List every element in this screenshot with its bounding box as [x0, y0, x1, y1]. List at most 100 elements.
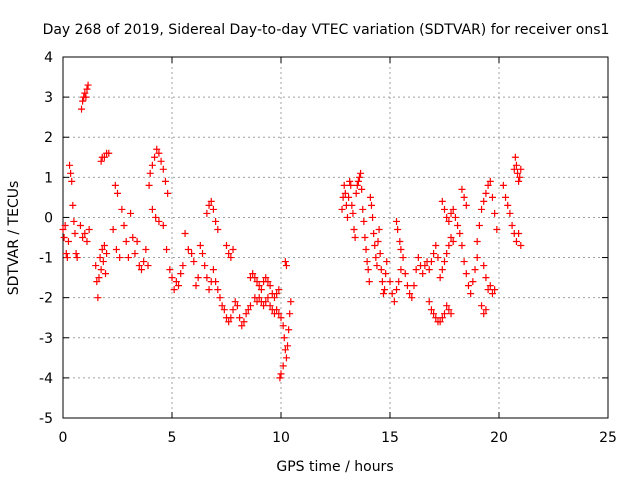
data-point: [214, 225, 222, 233]
data-point: [212, 278, 220, 286]
data-point: [260, 302, 268, 310]
data-point: [443, 302, 451, 310]
data-point: [79, 234, 87, 241]
data-point: [203, 274, 211, 282]
data-point: [135, 262, 143, 270]
data-point: [401, 270, 409, 278]
data-point: [227, 254, 235, 262]
data-point: [458, 185, 466, 193]
data-point: [434, 254, 442, 262]
data-point: [484, 286, 492, 294]
data-point: [504, 201, 512, 209]
data-point: [378, 278, 386, 286]
data-point: [273, 290, 281, 298]
data-point: [157, 157, 165, 165]
data-point: [412, 266, 420, 274]
data-point: [96, 254, 104, 262]
data-point: [281, 346, 289, 354]
data-point: [79, 97, 87, 105]
data-point: [369, 213, 377, 221]
data-point: [484, 181, 492, 189]
x-tick-label: 20: [490, 430, 508, 446]
data-point: [367, 201, 375, 209]
data-point: [207, 197, 215, 205]
data-point: [61, 221, 69, 229]
data-point: [462, 201, 470, 209]
data-point: [480, 197, 488, 205]
data-point: [430, 310, 438, 318]
data-point: [216, 294, 224, 302]
data-point: [371, 242, 379, 250]
data-point: [482, 306, 490, 314]
data-point: [94, 294, 102, 302]
data-point: [63, 254, 71, 262]
data-point: [175, 282, 183, 290]
data-point: [229, 306, 237, 314]
data-point: [84, 81, 92, 89]
data-point: [142, 246, 150, 254]
data-point: [196, 242, 204, 250]
data-point: [374, 238, 382, 246]
data-point: [62, 250, 70, 258]
x-tick-label: 15: [381, 430, 399, 446]
data-point: [377, 266, 385, 274]
data-point: [343, 213, 351, 221]
data-point: [488, 193, 496, 201]
data-point: [255, 294, 263, 302]
data-point: [447, 209, 455, 217]
data-point: [282, 262, 290, 270]
data-point: [116, 254, 124, 262]
data-point: [480, 262, 488, 270]
data-point: [491, 286, 499, 294]
data-point: [508, 221, 516, 229]
data-point: [462, 270, 470, 278]
data-point: [364, 266, 372, 274]
data-point: [264, 294, 272, 302]
data-point: [151, 153, 159, 161]
data-point: [486, 282, 494, 290]
y-tick-label: -1: [39, 251, 53, 267]
data-point: [406, 290, 414, 298]
data-point: [172, 278, 180, 286]
data-points: [59, 81, 525, 382]
data-point: [430, 250, 438, 258]
data-point: [393, 217, 401, 225]
data-point: [441, 205, 448, 213]
data-point: [370, 229, 378, 237]
data-point: [345, 193, 353, 201]
data-point: [98, 246, 106, 254]
data-point: [449, 205, 457, 213]
data-point: [223, 242, 230, 250]
data-point: [218, 302, 226, 310]
data-point: [360, 217, 368, 225]
data-point: [60, 234, 68, 241]
data-point: [376, 250, 384, 258]
data-point: [70, 217, 78, 225]
data-point: [179, 262, 187, 270]
data-point: [229, 246, 237, 254]
data-point: [203, 209, 211, 217]
data-point: [148, 205, 156, 213]
data-point: [81, 229, 89, 237]
data-point: [436, 274, 444, 282]
data-point: [153, 145, 161, 153]
data-point: [399, 254, 407, 262]
y-tick-label: 4: [44, 50, 53, 66]
x-tick-label: 0: [59, 430, 68, 446]
data-point: [145, 181, 153, 189]
data-point: [92, 262, 100, 270]
data-point: [471, 266, 479, 274]
data-point: [372, 254, 380, 262]
y-tick-label: 3: [44, 90, 53, 106]
data-point: [76, 221, 84, 229]
data-point: [350, 225, 358, 233]
data-point: [266, 302, 274, 310]
data-point: [164, 189, 172, 197]
data-point: [194, 274, 202, 282]
data-point: [357, 169, 365, 177]
data-point: [432, 314, 440, 322]
y-tick-label: -4: [39, 371, 53, 387]
data-point: [396, 238, 404, 246]
data-point: [192, 282, 200, 290]
plot-frame: [62, 56, 609, 419]
